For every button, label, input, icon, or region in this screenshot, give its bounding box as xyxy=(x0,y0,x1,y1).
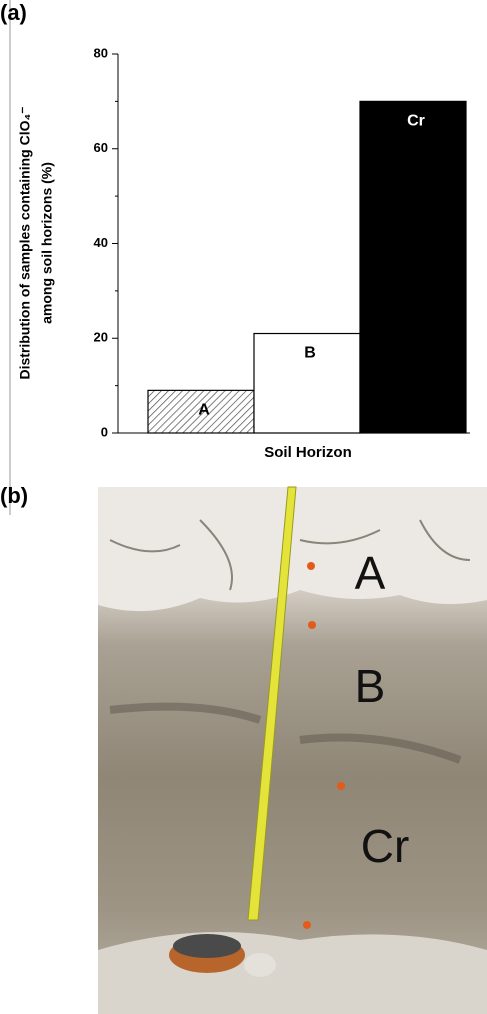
marker xyxy=(337,782,345,790)
panel-label: (a) xyxy=(0,0,27,25)
y-tick-label: 20 xyxy=(94,330,108,345)
x-axis-title: Soil Horizon xyxy=(264,444,352,461)
y-tick-label: 60 xyxy=(94,140,108,155)
marker xyxy=(308,621,316,629)
y-axis-title: Distribution of samples containing ClO₄⁻… xyxy=(17,106,55,379)
compass-top xyxy=(173,934,241,958)
bar xyxy=(253,332,361,434)
marker xyxy=(303,921,311,929)
y-tick-label: 40 xyxy=(94,235,108,250)
crust xyxy=(98,487,487,612)
y-axis-title-line: Distribution of samples containing ClO₄⁻ xyxy=(17,106,33,379)
measuring-tape xyxy=(247,486,297,921)
y-tick-label: 80 xyxy=(94,45,108,60)
bar-label: A xyxy=(198,402,210,419)
soil-photo xyxy=(98,486,487,1014)
ground xyxy=(98,932,487,1014)
panel-label: (b) xyxy=(0,483,28,508)
rock xyxy=(244,953,276,977)
photo-label: B xyxy=(355,660,386,712)
bar-label: B xyxy=(304,345,316,362)
bar xyxy=(147,389,255,434)
y-tick-label: 0 xyxy=(101,424,108,439)
bar-label: Cr xyxy=(407,113,425,130)
y-axis-title-line: among soil horizons (%) xyxy=(39,162,55,324)
photo-label: A xyxy=(355,547,386,599)
bar xyxy=(359,100,467,434)
shadow xyxy=(109,702,462,764)
marker xyxy=(307,562,315,570)
photo-label: Cr xyxy=(361,820,410,872)
crack xyxy=(109,519,471,591)
